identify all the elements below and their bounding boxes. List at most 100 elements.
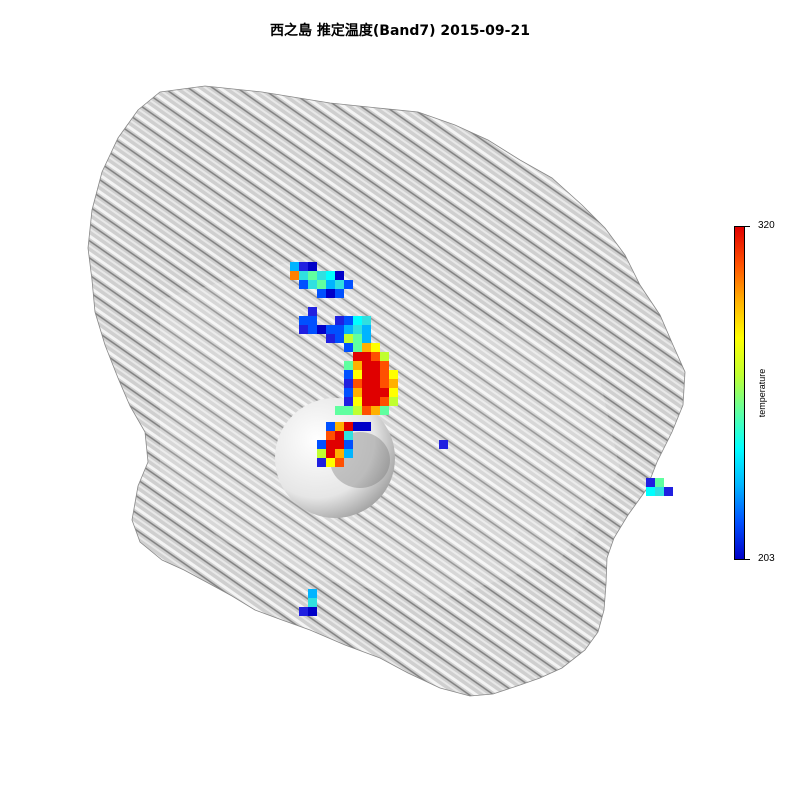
thermal-pixel (299, 271, 308, 280)
thermal-pixel (335, 440, 344, 449)
thermal-pixel (646, 478, 655, 487)
thermal-pixel (335, 458, 344, 467)
thermal-pixel (317, 271, 326, 280)
thermal-pixel (380, 406, 389, 415)
thermal-pixel (326, 334, 335, 343)
thermal-pixel (308, 280, 317, 289)
thermal-pixel (389, 397, 398, 406)
thermal-pixel (353, 406, 362, 415)
thermal-pixel (308, 316, 317, 325)
thermal-pixel (326, 325, 335, 334)
thermal-pixel (344, 316, 353, 325)
thermal-pixel (353, 343, 362, 352)
thermal-pixel (299, 325, 308, 334)
thermal-pixel (362, 325, 371, 334)
thermal-pixel (353, 361, 362, 370)
thermal-pixel (335, 334, 344, 343)
thermal-pixel (308, 262, 317, 271)
thermal-pixel (344, 325, 353, 334)
thermal-pixel (362, 334, 371, 343)
thermal-pixel (335, 422, 344, 431)
thermal-pixel (362, 388, 371, 397)
temperature-colorbar (734, 226, 745, 560)
thermal-pixel (326, 271, 335, 280)
thermal-pixel (362, 361, 371, 370)
thermal-pixel (335, 325, 344, 334)
thermal-pixel (308, 325, 317, 334)
thermal-pixel (353, 334, 362, 343)
colorbar-tick-max (745, 226, 750, 227)
thermal-pixel (326, 289, 335, 298)
thermal-pixel (317, 449, 326, 458)
thermal-pixel (290, 271, 299, 280)
colorbar-title: temperature (757, 368, 767, 418)
thermal-pixel (326, 449, 335, 458)
thermal-pixel (335, 289, 344, 298)
thermal-pixel (308, 598, 317, 607)
thermal-pixel (335, 406, 344, 415)
thermal-pixel (308, 307, 317, 316)
thermal-pixel (344, 422, 353, 431)
thermal-pixel (344, 431, 353, 440)
thermal-pixel (344, 280, 353, 289)
thermal-pixel (353, 370, 362, 379)
thermal-pixel (362, 379, 371, 388)
thermal-pixel (353, 316, 362, 325)
thermal-pixel (308, 607, 317, 616)
thermal-pixel (362, 406, 371, 415)
thermal-pixel (362, 316, 371, 325)
thermal-pixel (371, 388, 380, 397)
thermal-pixel (655, 478, 664, 487)
thermal-pixel (335, 449, 344, 458)
thermal-pixel (371, 370, 380, 379)
thermal-pixel (380, 379, 389, 388)
thermal-pixel (380, 352, 389, 361)
map-title: 西之島 推定温度(Band7) 2015-09-21 (270, 23, 530, 39)
thermal-pixel (371, 343, 380, 352)
thermal-pixel (362, 370, 371, 379)
thermal-pixel (344, 370, 353, 379)
thermal-pixel (380, 388, 389, 397)
thermal-pixel (290, 262, 299, 271)
thermal-pixel (353, 325, 362, 334)
thermal-pixel (344, 379, 353, 388)
thermal-pixel (344, 449, 353, 458)
thermal-pixel (344, 334, 353, 343)
thermal-pixel (344, 397, 353, 406)
thermal-pixel (326, 440, 335, 449)
thermal-pixel (362, 422, 371, 431)
thermal-pixel (308, 271, 317, 280)
thermal-pixel (335, 280, 344, 289)
thermal-pixel (353, 397, 362, 406)
thermal-pixel (344, 361, 353, 370)
island-relief-overlay (160, 250, 620, 600)
thermal-pixel (353, 379, 362, 388)
thermal-pixel (326, 280, 335, 289)
thermal-pixel (371, 397, 380, 406)
thermal-pixel (389, 388, 398, 397)
thermal-pixel (389, 370, 398, 379)
thermal-pixel (362, 397, 371, 406)
thermal-pixel (308, 589, 317, 598)
thermal-pixel (317, 280, 326, 289)
thermal-pixel (344, 406, 353, 415)
thermal-pixel (664, 487, 673, 496)
thermal-pixel (353, 352, 362, 361)
colorbar-min-label: 203 (758, 553, 775, 564)
thermal-pixel (344, 440, 353, 449)
thermal-anomaly-layer (290, 262, 673, 616)
thermal-pixel (335, 316, 344, 325)
thermal-pixel (389, 379, 398, 388)
thermal-pixel (353, 388, 362, 397)
thermal-pixel (362, 343, 371, 352)
thermal-pixel (317, 440, 326, 449)
thermal-pixel (646, 487, 655, 496)
thermal-pixel (317, 325, 326, 334)
thermal-pixel (299, 607, 308, 616)
thermal-pixel (439, 440, 448, 449)
thermal-pixel (299, 262, 308, 271)
thermal-pixel (335, 271, 344, 280)
thermal-pixel (344, 388, 353, 397)
thermal-pixel (326, 431, 335, 440)
thermal-pixel (380, 397, 389, 406)
